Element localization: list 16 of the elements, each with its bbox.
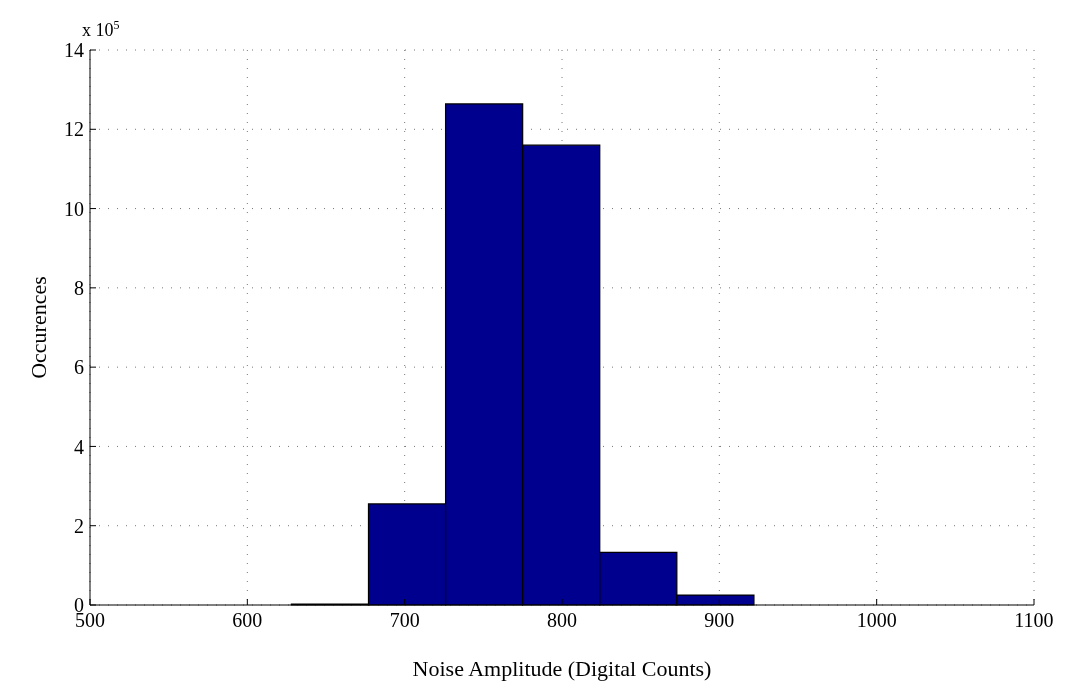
y-tick-label: 4 xyxy=(74,435,84,458)
y-tick-label: 6 xyxy=(74,356,84,379)
x-axis-title: Noise Amplitude (Digital Counts) xyxy=(412,656,712,681)
y-tick-label: 2 xyxy=(74,514,84,537)
y-tick-label: 14 xyxy=(64,39,84,62)
x-tick-label: 900 xyxy=(704,609,735,632)
y-tick-label: 10 xyxy=(64,197,84,220)
y-axis-title: Occurences xyxy=(25,276,51,379)
x-tick-label: 1000 xyxy=(856,609,897,632)
x-tick-label: 600 xyxy=(232,609,263,632)
x-tick-label: 800 xyxy=(547,609,577,632)
x-tick-label: 700 xyxy=(389,609,420,632)
y-tick-label: 8 xyxy=(74,276,84,299)
text: x 10$^{5}$ xyxy=(82,18,120,40)
x-tick-label: 1100 xyxy=(1014,609,1054,632)
y-tick-label: 12 xyxy=(64,118,84,141)
